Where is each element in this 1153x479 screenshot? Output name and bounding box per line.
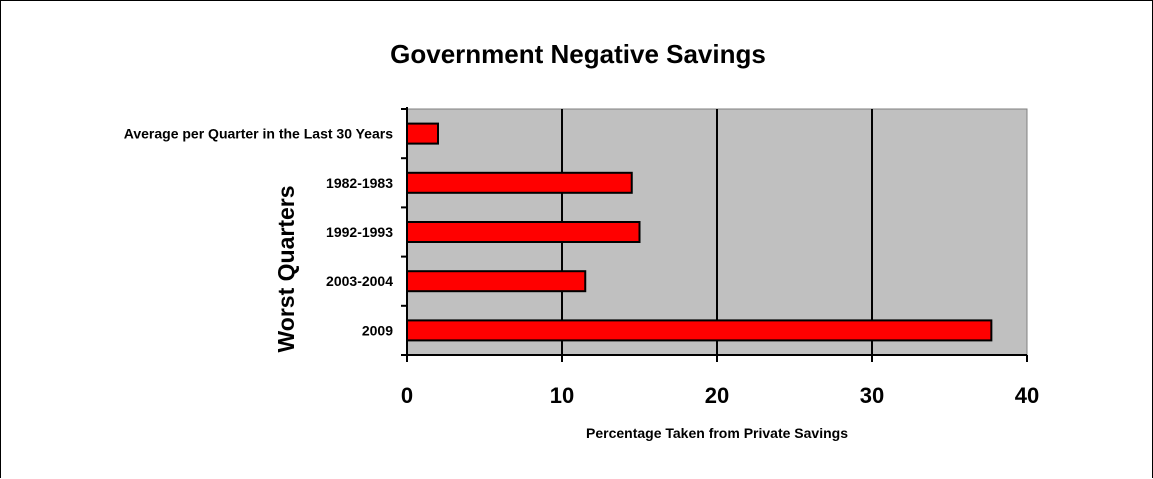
axes [401,107,1028,362]
bar [406,319,993,342]
x-axis-label: Percentage Taken from Private Savings [586,425,848,441]
bar [406,122,439,145]
y-axis-label: Worst Quarters [273,185,299,352]
category-label: 2009 [362,322,393,338]
bar [406,221,641,243]
x-tick-labels: 0 10 20 30 40 [401,383,1039,408]
x-tick-label: 20 [705,383,729,408]
category-label: 1992-1993 [326,224,393,240]
bars [406,122,993,342]
x-tick-label: 0 [401,383,413,408]
chart-title: Government Negative Savings [390,39,766,69]
category-label: 1982-1983 [326,175,393,191]
x-tick-label: 30 [860,383,884,408]
category-labels: Average per Quarter in the Last 30 Years… [124,126,393,339]
bar [406,270,587,293]
x-tick-label: 10 [550,383,574,408]
x-tick-label: 40 [1015,383,1039,408]
bar [406,171,633,194]
category-label: Average per Quarter in the Last 30 Years [124,126,393,142]
category-label: 2003-2004 [326,273,393,289]
